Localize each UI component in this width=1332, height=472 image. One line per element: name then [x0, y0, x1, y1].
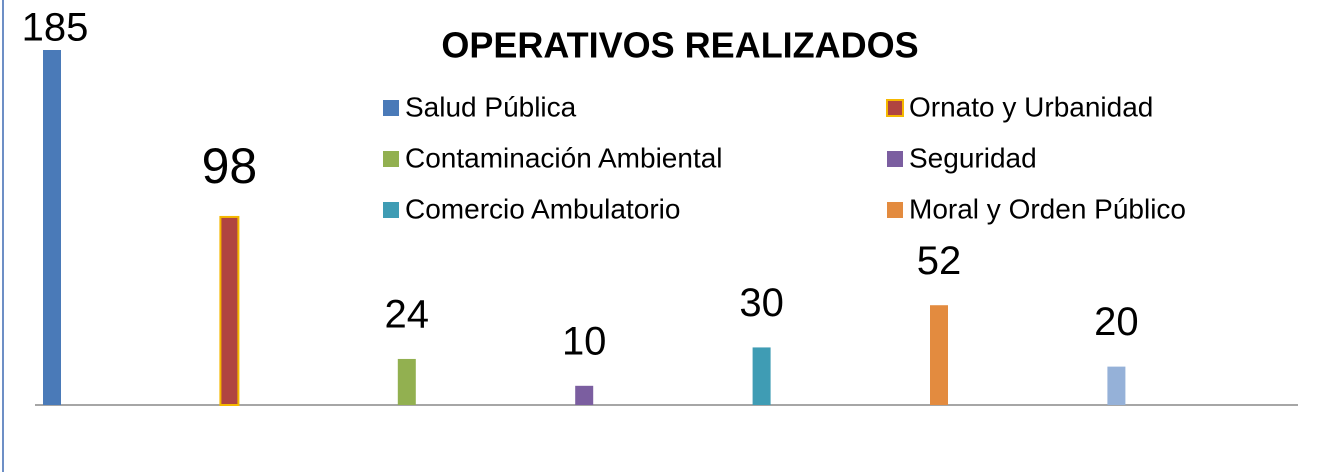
bar — [930, 305, 948, 405]
legend-label: Contaminación Ambiental — [405, 142, 723, 173]
legend-label: Ornato y Urbanidad — [909, 91, 1153, 122]
data-label: 185 — [22, 6, 89, 50]
data-label: 20 — [1094, 300, 1139, 344]
legend-label: Comercio Ambulatorio — [405, 193, 680, 224]
legend-swatch — [887, 202, 903, 218]
legend-swatch — [383, 202, 399, 218]
legend-label: Salud Pública — [405, 91, 577, 122]
data-label: 30 — [739, 281, 784, 325]
data-label: 10 — [562, 319, 607, 363]
data-label: 98 — [202, 138, 258, 194]
bar — [575, 385, 594, 405]
legend-swatch — [383, 151, 399, 167]
chart-title: OPERATIVOS REALIZADOS — [441, 25, 918, 66]
legend-swatch — [383, 100, 399, 116]
legend-swatch — [887, 151, 903, 167]
bar — [752, 347, 771, 405]
bar — [43, 50, 61, 405]
legend-label: Moral y Orden Público — [909, 193, 1186, 224]
legend-swatch — [886, 99, 904, 117]
bar — [1107, 366, 1126, 405]
bar — [397, 358, 416, 405]
data-label: 24 — [385, 293, 430, 337]
legend-label: Seguridad — [909, 142, 1037, 173]
data-label: 52 — [917, 239, 962, 283]
bar — [219, 215, 240, 406]
